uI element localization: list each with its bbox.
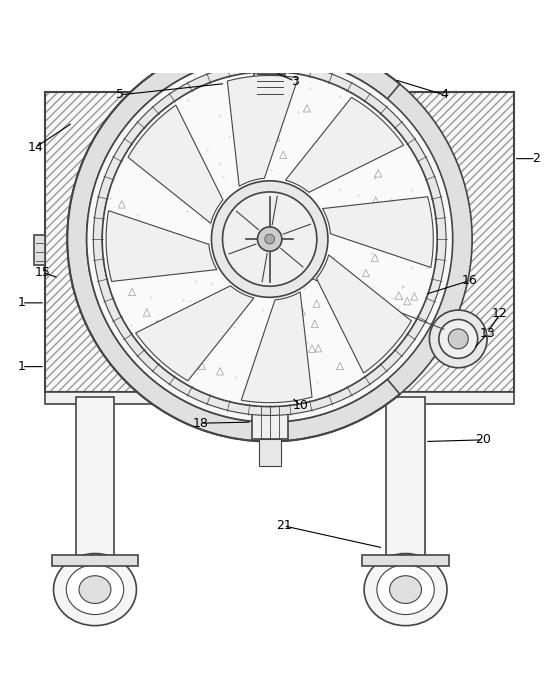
Circle shape bbox=[87, 56, 453, 422]
Bar bbox=[255, 73, 285, 98]
Polygon shape bbox=[227, 76, 298, 186]
Text: 13: 13 bbox=[480, 327, 495, 340]
Polygon shape bbox=[322, 197, 433, 267]
Text: 1: 1 bbox=[18, 360, 26, 373]
Text: 16: 16 bbox=[461, 274, 477, 287]
Bar bbox=[34, 235, 45, 265]
Polygon shape bbox=[285, 97, 404, 192]
Circle shape bbox=[102, 71, 437, 407]
Text: 14: 14 bbox=[27, 141, 43, 154]
Bar bbox=[45, 92, 514, 391]
Circle shape bbox=[429, 310, 487, 368]
Circle shape bbox=[93, 63, 446, 415]
Circle shape bbox=[222, 192, 317, 286]
Bar bbox=[45, 391, 514, 404]
Bar bbox=[252, 391, 287, 439]
Ellipse shape bbox=[66, 565, 123, 615]
Circle shape bbox=[265, 234, 275, 244]
Circle shape bbox=[211, 181, 328, 298]
Bar bbox=[45, 92, 514, 391]
Polygon shape bbox=[241, 292, 312, 402]
Polygon shape bbox=[106, 211, 217, 281]
Text: 5: 5 bbox=[116, 88, 124, 102]
Bar bbox=[45, 92, 514, 391]
Circle shape bbox=[67, 36, 472, 442]
Text: 2: 2 bbox=[532, 152, 540, 165]
Bar bbox=[52, 555, 138, 566]
Text: 10: 10 bbox=[292, 399, 308, 412]
Bar bbox=[259, 439, 281, 466]
Text: 18: 18 bbox=[192, 416, 208, 430]
Text: 20: 20 bbox=[475, 433, 491, 447]
Text: 1: 1 bbox=[18, 296, 26, 309]
Polygon shape bbox=[316, 255, 411, 373]
Polygon shape bbox=[136, 286, 254, 381]
Circle shape bbox=[439, 319, 478, 358]
Circle shape bbox=[102, 71, 437, 407]
Text: 21: 21 bbox=[276, 519, 291, 532]
Bar bbox=[386, 397, 425, 569]
Text: 4: 4 bbox=[440, 88, 448, 102]
Ellipse shape bbox=[390, 575, 421, 603]
Polygon shape bbox=[128, 105, 223, 223]
Ellipse shape bbox=[377, 565, 434, 615]
Circle shape bbox=[448, 329, 468, 349]
Text: 3: 3 bbox=[291, 74, 299, 88]
Ellipse shape bbox=[53, 554, 136, 626]
Bar bbox=[363, 555, 449, 566]
Text: 15: 15 bbox=[34, 266, 50, 279]
Text: 12: 12 bbox=[492, 307, 508, 321]
Ellipse shape bbox=[79, 575, 111, 603]
Ellipse shape bbox=[364, 554, 447, 626]
Bar bbox=[76, 397, 115, 569]
Circle shape bbox=[257, 227, 282, 251]
